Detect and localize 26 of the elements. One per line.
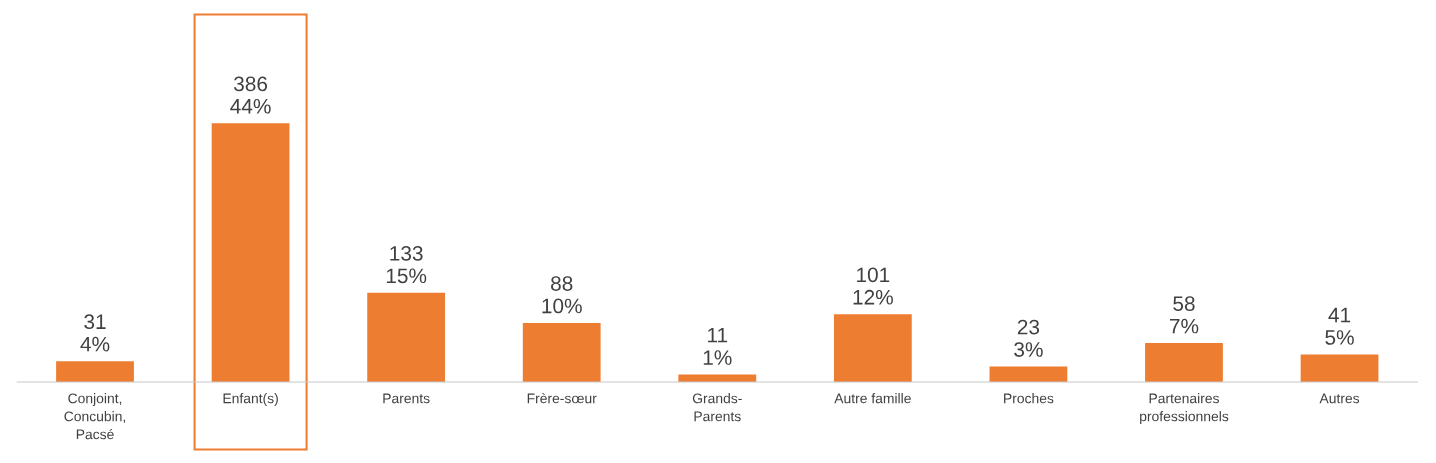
x-tick-label: Frère-sœur xyxy=(527,392,597,404)
bar xyxy=(833,314,912,382)
x-tick-label: Conjoint, Concubin, Pacsé xyxy=(64,393,126,440)
x-tick-label: Proches xyxy=(1004,393,1054,404)
data-label: 58 7% xyxy=(1169,296,1199,334)
data-label: 101 12% xyxy=(853,267,893,305)
bar xyxy=(1300,354,1379,382)
x-tick-label: Parents xyxy=(383,393,430,404)
x-tick-label: Partenaires professionnels xyxy=(1140,393,1229,425)
data-label: 41 5% xyxy=(1325,307,1354,345)
bar xyxy=(56,361,134,382)
data-label: 88 10% xyxy=(542,276,582,314)
data-label: 31 4% xyxy=(80,314,110,352)
bar xyxy=(522,323,601,382)
x-tick-label: Autre famille xyxy=(834,393,911,404)
bar xyxy=(989,366,1068,382)
bar xyxy=(1145,343,1223,382)
data-label: 11 1% xyxy=(703,327,732,365)
x-tick-label: Enfant(s) xyxy=(223,393,278,407)
bar xyxy=(211,123,290,382)
data-label: 133 15% xyxy=(386,245,427,284)
x-tick-label: Autres xyxy=(1319,393,1360,404)
data-label: 23 3% xyxy=(1014,319,1043,357)
bar xyxy=(367,292,446,382)
data-label: 386 44% xyxy=(230,76,271,114)
x-tick-label: Grands- Parents xyxy=(692,393,742,422)
